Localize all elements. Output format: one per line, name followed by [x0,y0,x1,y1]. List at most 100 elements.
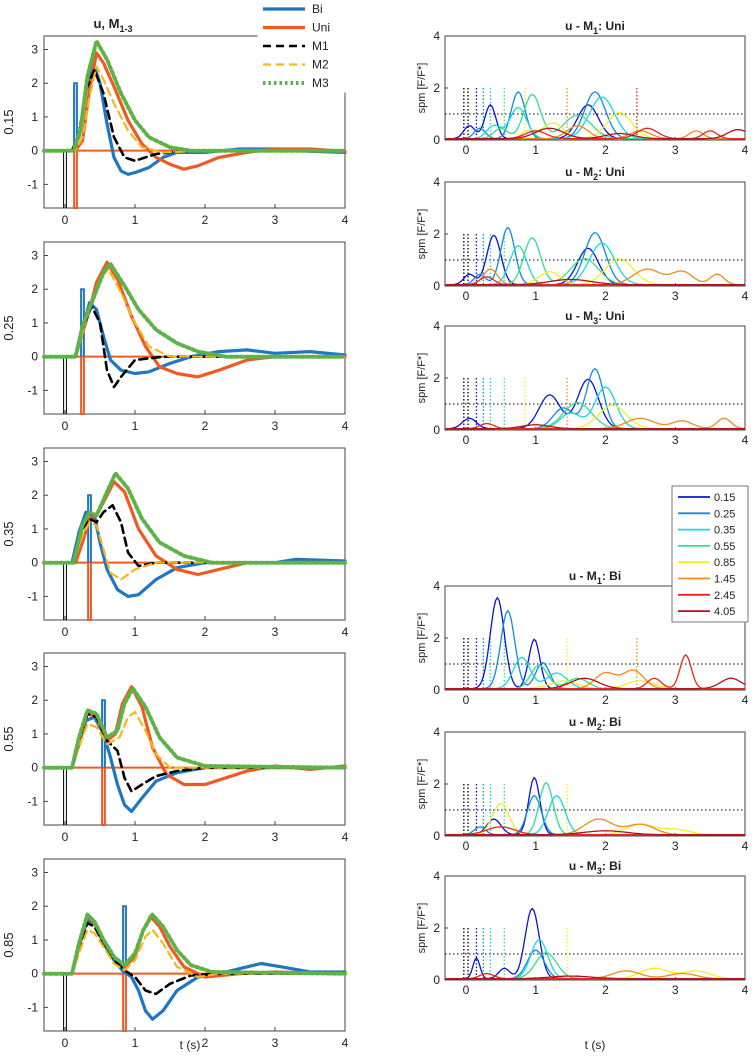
y-tick-label: 4 [433,869,440,883]
x-tick-label: 0 [463,143,470,157]
y-axis-label: spm [F/F*] [416,613,428,664]
panel-title-subscript: 1 [597,576,602,586]
x-tick-label: 4 [342,419,349,433]
y-tick-label: 2 [433,81,440,95]
x-tick-label: 2 [202,1036,209,1050]
y-tick-label: 1 [31,110,38,124]
x-tick-label: 4 [742,693,749,707]
x-tick-label: 0 [463,433,470,447]
x-tick-label: 3 [672,693,679,707]
series-m2 [42,710,347,769]
y-tick-label: 0 [433,279,440,293]
x-tick-label: 2 [202,419,209,433]
series-m2 [42,65,347,154]
x-tick-label: 3 [272,419,279,433]
legend-gains: 0.15 0.25 0.35 0.55 0.85 1.45 2.45 4.05 [671,485,749,623]
y-tick-label: 0 [31,761,38,775]
left-title-subscript: 1-3 [119,24,132,34]
y-tick-label: -1 [27,794,38,808]
x-tick-label: 1 [532,839,539,853]
x-tick-label: 2 [602,433,609,447]
y-tick-label: 2 [31,488,38,502]
x-tick-label: 1 [132,213,139,227]
x-tick-label: 4 [342,1036,349,1050]
right-panel-5: u - M2: Bi 0 1 2 3 4 0 2 4 spm [F/F*] [416,715,749,853]
panel-title-subscript: 3 [597,866,602,876]
y-tick-label: 2 [433,227,440,241]
left-title: u, M1-3 [93,16,132,34]
y-tick-label: -1 [27,383,38,397]
x-tick-label: 3 [672,289,679,303]
panel-title: u - M2: Bi [569,715,621,732]
legend-label-0-35: 0.35 [714,525,735,537]
x-tick-label: 1 [132,830,139,844]
panel-frame [444,325,746,431]
y-tick-label: 0 [433,829,440,843]
x-tick-label: 2 [602,143,609,157]
y-tick-label: 0 [433,683,440,697]
legend-label-0-85: 0.85 [714,557,735,569]
x-tick-label: 4 [742,289,749,303]
y-axis-label: 0.25 [1,315,16,340]
spm-curve-4-05 [445,677,746,690]
y-tick-label: 4 [433,725,440,739]
series-m3 [42,471,347,565]
series-m3 [42,912,347,976]
y-axis-label: 0.35 [1,521,16,546]
y-tick-label: 3 [31,659,38,673]
x-tick-label: 4 [342,830,349,844]
y-tick-label: 1 [31,933,38,947]
uni-pulse [80,356,85,415]
x-tick-label: 3 [272,1036,279,1050]
y-tick-label: 2 [31,899,38,913]
panel-title-suffix: : Uni [598,165,625,179]
y-tick-label: 0 [433,133,440,147]
panel-title: u - M3: Bi [569,859,621,876]
y-tick-label: 3 [31,42,38,56]
y-tick-label: 2 [31,693,38,707]
legend-label-2-45: 2.45 [714,590,735,602]
x-tick-label: 3 [272,213,279,227]
panel-title-subscript: 3 [593,316,598,326]
y-axis-label: 0.85 [1,932,16,957]
x-tick-label: 0 [62,830,69,844]
y-axis-label: 0.55 [1,726,16,751]
panel-frame [444,181,746,287]
y-tick-label: 3 [31,248,38,262]
panel-frame [43,447,346,621]
legend-label-uni: Uni [312,21,330,35]
series-m3 [42,686,347,770]
y-tick-label: 1 [31,316,38,330]
legend-model-types: Bi Uni M1 M2 M3 [257,0,362,93]
y-tick-label: 1 [31,727,38,741]
panel-frame [43,652,346,826]
y-tick-label: 2 [433,777,440,791]
x-tick-label: 1 [132,625,139,639]
panel-frame [444,35,746,141]
y-tick-label: 0 [31,144,38,158]
legend-box [671,485,749,623]
x-tick-label: 3 [672,983,679,997]
legend-label-m2: M2 [312,58,329,72]
y-axis-label: spm [F/F*] [416,903,428,954]
panel-title: u - M1: Bi [569,569,621,586]
x-tick-label: 3 [672,839,679,853]
uni-pulse [122,973,127,1032]
series-uni [42,480,347,577]
x-tick-label: 1 [532,983,539,997]
y-tick-label: 2 [433,631,440,645]
x-tick-label: 0 [463,983,470,997]
spm-curve-4-05 [445,975,745,980]
y-tick-label: 0 [31,350,38,364]
x-tick-label: 4 [742,143,749,157]
panel-title-subscript: 2 [593,172,598,182]
panel-title-suffix: : Bi [602,859,621,873]
x-tick-label: 4 [342,213,349,227]
y-tick-label: 2 [31,76,38,90]
panel-frame [43,858,346,1032]
x-tick-label: 1 [132,1036,139,1050]
y-tick-label: 1 [31,522,38,536]
y-axis-label: spm [F/F*] [416,63,428,114]
right-panel-6: u - M3: Bi 0 1 2 3 4 0 2 4 spm [F/F*] [416,859,749,997]
